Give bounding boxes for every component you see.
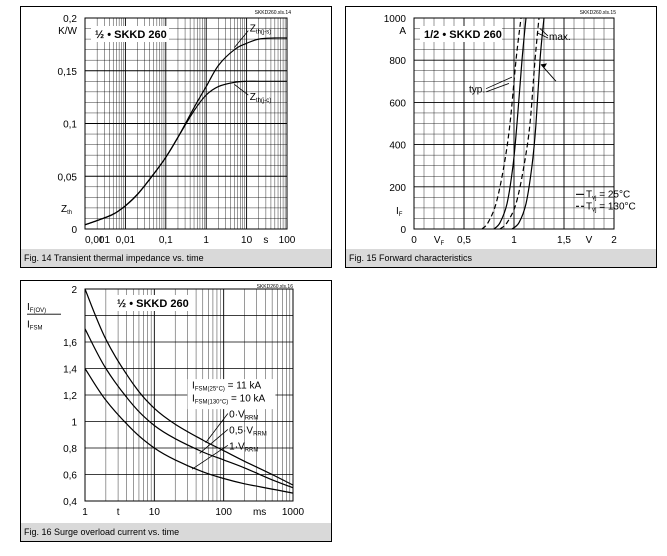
chart3-xtick: 10 [149, 507, 161, 518]
chart1-ytick: 0 [71, 225, 77, 236]
chart3-ytick: 2 [71, 285, 77, 296]
chart2-frame [413, 17, 615, 230]
chart1-title-bg [91, 26, 169, 42]
chart3-caption: Fig. 16 Surge overload current vs. time [21, 523, 331, 541]
chart3-frame [84, 288, 294, 502]
chart1-xtick: 100 [279, 235, 296, 246]
chart1-ysymbol: Zth [61, 204, 72, 216]
chart1-xtick: 0,1 [159, 235, 173, 246]
chart2-series-line [493, 17, 527, 230]
chart2-ytick: 0 [400, 225, 406, 236]
chart2-leader [536, 32, 549, 39]
chart1-xtick: 10 [241, 235, 253, 246]
chart1-ytick: 0,1 [63, 120, 77, 131]
chart3-leader [205, 413, 229, 443]
chart1-id: SKKD260.xls.14 [255, 10, 292, 16]
chart1-frame [84, 17, 288, 230]
chart-forward-characteristics: SKKD260.xls.15 1/2 • SKKD 260 0 200 400 600 80… [345, 6, 657, 268]
chart1-title: ½ • SKKD 260 [95, 29, 167, 41]
chart1-leader [234, 30, 249, 48]
chart2-ytick: 1000 [384, 14, 407, 25]
chart1-xsymbol: t [100, 235, 103, 246]
chart2-annotation-typ: typ. [469, 85, 485, 96]
chart1-plot: SKKD260.xls.14 ½ • SKKD 260 0 0,05 0,1 0,15 0,… [58, 10, 296, 246]
chart3-annotation: IFSM(25°C) = 11 kA [192, 380, 261, 392]
chart3-ytick: 0,6 [63, 471, 77, 482]
chart3-annotation: IFSM(130°C) = 10 kA [192, 393, 265, 405]
chart1-ytick: 0,15 [58, 67, 78, 78]
chart2-ytick: 800 [389, 56, 406, 67]
chart3-title-bg [113, 295, 195, 311]
chart3-id: SKKD260.xls.16 [257, 284, 294, 290]
chart3-xsymbol: t [117, 507, 120, 518]
chart2-xtick: 1 [511, 235, 517, 246]
chart1-series-line [84, 80, 287, 226]
chart3-ytick: 1,4 [63, 365, 77, 376]
chart2-ysymbol: IF [396, 206, 403, 218]
chart3-ytick: 1,2 [63, 391, 77, 402]
chart1-ytick: 0,05 [58, 172, 78, 183]
chart3-series-line [84, 288, 294, 486]
chart3-series-label: 1·VRRM [229, 441, 258, 453]
chart3-xtick: 1000 [282, 507, 305, 518]
chart1-caption: Fig. 14 Transient thermal impedance vs. … [21, 249, 331, 267]
chart3-series-line [84, 328, 294, 489]
chart2-xtick: 0,5 [457, 235, 471, 246]
chart2-xunit: V [586, 235, 593, 246]
chart1-leader [234, 84, 249, 96]
chart2-caption: Fig. 15 Forward characteristics [346, 249, 656, 267]
chart3-annotation-bg [187, 379, 276, 410]
chart2-ytick: 200 [389, 183, 406, 194]
chart3-ydenominator: IFSM [27, 319, 42, 331]
chart-surge-overload: SKKD260.xls.16 ½ • SKKD 260 0,4 0,6 0,8 1 1,2 1… [20, 280, 332, 542]
chart2-leader [485, 83, 510, 93]
chart2-leader [539, 28, 549, 37]
chart2-legend-label: Tvj = 130°C [586, 201, 636, 213]
chart2-arrow-head [541, 63, 547, 69]
chart1-series-line [84, 37, 288, 226]
chart2-plot: SKKD260.xls.15 1/2 • SKKD 260 0 200 400 600 80… [384, 10, 636, 247]
chart1-xtick: 1 [203, 235, 209, 246]
chart1-series-label: Zth(j-s) [250, 24, 271, 36]
chart3-xtick: 100 [215, 507, 232, 518]
chart2-yunit: A [399, 26, 406, 37]
chart2-series-line [499, 17, 540, 230]
chart1-ytick: 0,2 [63, 14, 77, 25]
chart2-xtick: 0 [411, 235, 417, 246]
chart2-legend-label: Tvj = 25°C [586, 189, 630, 201]
chart2-xsymbol: VF [434, 235, 445, 247]
chart2-id: SKKD260.xls.15 [580, 10, 617, 16]
chart2-series-line [511, 17, 545, 230]
chart2-ytick: 600 [389, 98, 406, 109]
chart3-ytick: 1,6 [63, 338, 77, 349]
chart3-leader [191, 445, 229, 470]
chart2-leader [485, 76, 513, 90]
chart3-series-line [84, 368, 294, 494]
chart2-series-line [481, 17, 522, 230]
chart1-xtick: 0,001 [85, 235, 110, 246]
chart3-xunit: ms [253, 507, 266, 518]
chart3-plot: SKKD260.xls.16 ½ • SKKD 260 0,4 0,6 0,8 1 1,2 1… [27, 284, 305, 518]
chart3-ytick: 0,4 [63, 497, 77, 508]
chart2-title: 1/2 • SKKD 260 [424, 29, 502, 41]
chart-thermal-impedance: SKKD260.xls.14 ½ • SKKD 260 0 0,05 0,1 0,15 0,… [20, 6, 332, 268]
chart3-xtick: 1 [82, 507, 88, 518]
chart2-ytick: 400 [389, 141, 406, 152]
chart2-xtick: 2 [611, 235, 617, 246]
chart3-title: ½ • SKKD 260 [117, 298, 189, 310]
chart3-leader [199, 429, 229, 454]
chart3-series-label: 0·VRRM [229, 410, 258, 422]
chart2-annotation-max: max. [549, 32, 571, 43]
chart3-ytick: 1 [71, 418, 77, 429]
chart3-series-label: 0,5·VRRM [229, 425, 267, 437]
chart2-title-bg [420, 26, 502, 42]
chart1-xunit: s [263, 235, 268, 246]
chart3-ytick: 0,8 [63, 444, 77, 455]
chart1-xtick: 0,01 [116, 235, 136, 246]
chart3-ysymbol: IF(OV) [27, 302, 46, 314]
chart1-series-label: Zth(j-c) [250, 92, 271, 104]
chart1-yunit: K/W [58, 26, 77, 37]
chart2-xtick: 1,5 [557, 235, 571, 246]
